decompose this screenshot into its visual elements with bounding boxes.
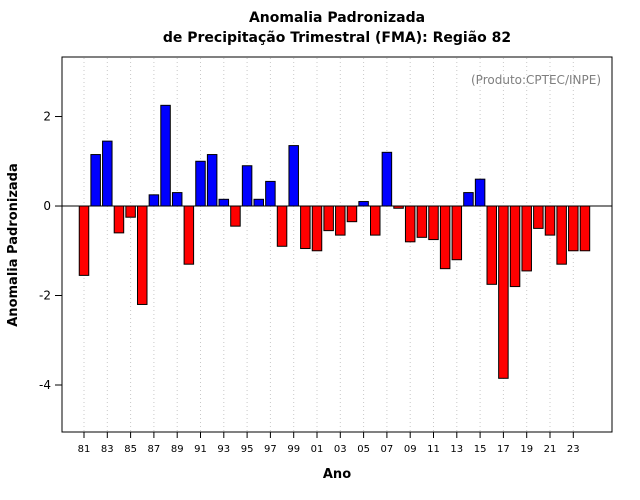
bar-1987 xyxy=(148,194,160,207)
plot-box-layer xyxy=(61,56,613,433)
bar-2013 xyxy=(451,205,463,261)
bar-2024 xyxy=(579,205,591,252)
bar-2004 xyxy=(346,205,358,223)
x-tick-label: 17 xyxy=(497,444,510,455)
bar-2018 xyxy=(509,205,521,288)
chart-title-line1: Anomalia Padronizada xyxy=(249,10,425,26)
bar-2012 xyxy=(439,205,451,270)
bar-2003 xyxy=(335,205,346,236)
bar-2011 xyxy=(428,205,439,241)
bars-layer xyxy=(78,104,591,379)
bar-2023 xyxy=(568,205,579,252)
axes-layer: -4 -2 0 2 81 83 85 87 89 91 93 95 97 99 01 03 05 07 09 11 13… xyxy=(39,110,580,455)
x-axis-label: Ano xyxy=(323,467,351,482)
bar-1983 xyxy=(102,140,113,207)
bar-2009 xyxy=(404,205,416,243)
bar-2015 xyxy=(474,178,486,207)
x-tick-label: 07 xyxy=(381,444,394,455)
bar-2000 xyxy=(300,205,311,250)
x-tick-label: 05 xyxy=(357,444,370,455)
x-tick-label: 97 xyxy=(264,444,277,455)
bar-2016 xyxy=(486,205,497,285)
bar-1997 xyxy=(265,180,276,207)
x-tick-label: 01 xyxy=(311,444,324,455)
bar-2022 xyxy=(556,205,567,265)
x-tick-label: 95 xyxy=(241,444,254,455)
y-tick-label: 0 xyxy=(43,199,51,213)
bar-2007 xyxy=(381,151,393,207)
bar-1985 xyxy=(125,205,136,218)
x-tick-label: 21 xyxy=(544,444,557,455)
bar-1990 xyxy=(183,205,195,265)
x-tick-label: 13 xyxy=(450,444,463,455)
bar-2014 xyxy=(463,192,474,207)
bar-2001 xyxy=(311,205,323,252)
x-tick-label: 85 xyxy=(124,444,137,455)
x-tick-label: 87 xyxy=(148,444,161,455)
bar-2020 xyxy=(533,205,544,229)
bar-2019 xyxy=(521,205,532,272)
x-tick-label: 19 xyxy=(520,444,533,455)
bar-1999 xyxy=(288,145,299,207)
bar-1996 xyxy=(253,198,264,207)
bar-1998 xyxy=(276,205,288,247)
bar-2002 xyxy=(323,205,334,232)
bar-2017 xyxy=(498,205,509,379)
bar-1988 xyxy=(160,104,171,207)
x-tick-label: 09 xyxy=(404,444,417,455)
bar-1984 xyxy=(113,205,125,234)
x-tick-label: 15 xyxy=(474,444,487,455)
x-tick-label: 99 xyxy=(287,444,300,455)
x-tick-label: 83 xyxy=(101,444,114,455)
y-axis-label: Anomalia Padronizada xyxy=(6,163,21,327)
chart-title-line2: de Precipitação Trimestral (FMA): Região… xyxy=(163,30,511,46)
bar-1991 xyxy=(195,160,206,207)
bar-1994 xyxy=(230,205,241,227)
source-annotation: (Produto:CPTEC/INPE) xyxy=(471,73,601,87)
x-tick-label: 81 xyxy=(78,444,91,455)
bar-1989 xyxy=(171,192,183,207)
bar-1992 xyxy=(206,154,218,207)
x-tick-label: 11 xyxy=(427,444,440,455)
bar-1982 xyxy=(90,154,101,207)
bar-1993 xyxy=(218,198,230,207)
bar-2005 xyxy=(358,201,369,207)
bar-2021 xyxy=(544,205,556,236)
bar-1995 xyxy=(241,165,253,207)
bar-2010 xyxy=(416,205,428,238)
x-tick-label: 91 xyxy=(194,444,207,455)
bar-1986 xyxy=(137,205,148,305)
y-tick-label: -2 xyxy=(39,289,51,303)
x-tick-label: 89 xyxy=(171,444,184,455)
bar-2006 xyxy=(370,205,381,236)
x-tick-label: 23 xyxy=(567,444,580,455)
y-tick-label: -4 xyxy=(39,378,51,392)
bar-1981 xyxy=(78,205,90,276)
x-tick-label: 03 xyxy=(334,444,347,455)
x-tick-label: 93 xyxy=(217,444,230,455)
y-tick-label: 2 xyxy=(43,110,51,124)
plot-box xyxy=(61,56,613,433)
